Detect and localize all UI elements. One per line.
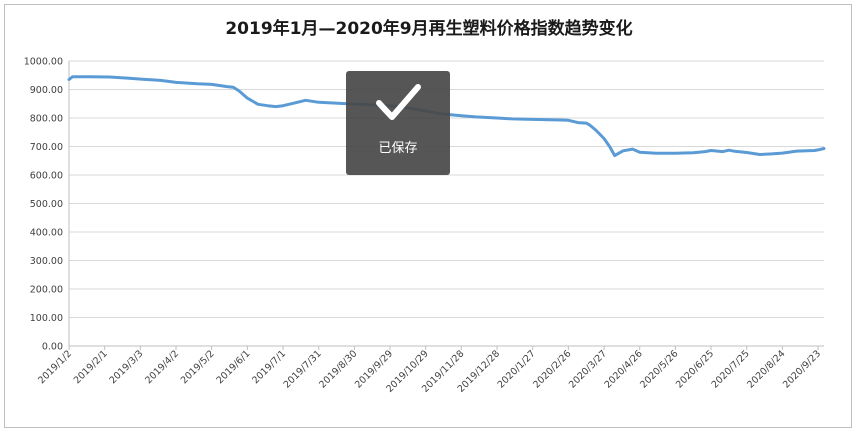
x-tick-label: 2019/3/3 — [108, 348, 146, 386]
series-line — [67, 75, 826, 158]
series — [67, 75, 826, 158]
x-tick-label: 2019/6/1 — [215, 348, 253, 386]
x-tick-label: 2019/5/2 — [179, 348, 217, 386]
checkmark-icon — [376, 84, 421, 120]
x-tick-label: 2019/2/1 — [72, 348, 110, 386]
y-tick-label: 200.00 — [30, 285, 63, 296]
y-tick-label: 700.00 — [30, 142, 63, 153]
x-axis: 2019/1/22019/2/12019/3/32019/4/22019/5/2… — [36, 345, 824, 395]
y-tick-label: 400.00 — [30, 228, 63, 239]
y-tick-label: 500.00 — [30, 199, 63, 210]
x-tick-label: 2019/4/2 — [143, 348, 181, 386]
saved-toast: 已保存 — [346, 71, 450, 175]
y-axis: 0.00 100.00 200.00 300.00 400.00 500.00 600.00… — [24, 57, 70, 353]
x-tick-label: 2020/9/23 — [781, 348, 823, 390]
y-tick-label: 900.00 — [30, 85, 63, 96]
chart-title: 2019年1月—2020年9月再生塑料价格指数趋势变化 — [225, 19, 633, 39]
saved-toast-text: 已保存 — [378, 141, 418, 156]
y-tick-label: 300.00 — [30, 256, 63, 267]
x-tick-label: 2019/1/2 — [36, 348, 74, 386]
y-tick-label: 1000.00 — [24, 57, 63, 68]
y-tick-label: 800.00 — [30, 114, 63, 125]
y-tick-label: 0.00 — [42, 342, 63, 353]
y-tick-label: 100.00 — [30, 313, 63, 324]
y-tick-label: 600.00 — [30, 171, 63, 182]
